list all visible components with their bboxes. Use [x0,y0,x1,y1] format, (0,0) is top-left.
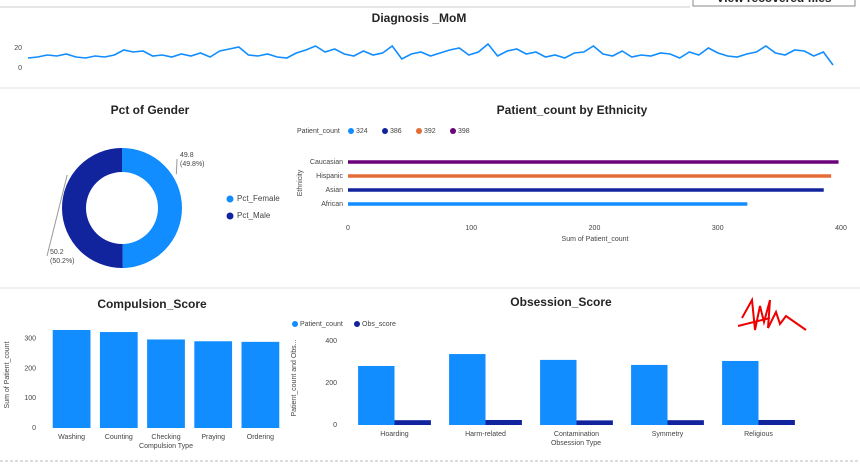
legend-label: Patient_count [300,321,343,328]
bar [348,174,832,178]
x-tick-label: Hoarding [380,431,409,438]
bar [758,419,795,425]
bar [722,360,759,425]
x-axis-title: Compulsion Type [139,443,193,450]
bar [540,359,577,425]
x-tick-label: 300 [712,225,724,232]
x-tick-label: 100 [465,225,477,232]
y-axis-title: Sum of Patient_count [4,341,11,408]
chart-title: Pct of Gender [111,103,190,117]
data-label: (50.2%) [50,258,75,265]
chart-title: Patient_count by Ethnicity [497,103,648,117]
line [27,42,834,66]
legend-label: 392 [424,128,436,135]
x-tick-label: Checking [151,434,180,441]
bar [449,354,486,425]
y-tick-label: Caucasian [310,159,343,166]
legend-label: 386 [390,128,402,135]
bar [348,160,839,164]
x-tick-label: Washing [58,434,85,441]
bar [358,365,395,425]
bar [394,420,431,425]
legend-marker [348,128,354,134]
bar [194,341,233,428]
bar [52,329,91,428]
legend-marker [354,321,360,327]
x-axis-title: Sum of Patient_count [562,236,629,243]
data-label: 49.8 [180,152,194,159]
y-tick-label: African [321,201,343,208]
legend-marker [416,128,422,134]
y-tick-label: Asian [325,187,343,194]
y-tick-label: 0 [32,425,36,432]
chart-title: Compulsion_Score [97,297,207,311]
legend-label: 324 [356,128,368,135]
x-axis-title: Obsession Type [551,440,601,447]
y-axis-title: Patient_count and Obs... [291,339,298,416]
bar [348,188,824,192]
button-frame[interactable] [692,0,856,7]
x-tick-label: Ordering [247,434,274,441]
y-tick-label: 200 [24,365,36,372]
x-tick-label: Contamination [554,431,599,438]
x-tick-label: 400 [835,225,847,232]
bar [348,202,748,206]
legend-title: Patient_count [297,128,340,135]
y-tick-label: 0 [18,65,22,72]
bar [241,341,280,428]
bar [99,332,138,428]
bar [147,339,185,428]
legend-marker [450,128,456,134]
pie-slice [122,148,183,268]
y-tick-label: 100 [24,395,36,402]
y-tick-label: 400 [325,338,337,345]
signature [737,296,807,331]
pie-slice [62,148,123,268]
recover-button[interactable]: View recovered files [692,0,856,7]
legend-label: 398 [458,128,470,135]
leader-line [46,174,68,257]
legend-marker [226,195,234,203]
legend-label: Obs_score [362,321,396,328]
legend-marker [292,321,298,327]
x-tick-label: Harm-related [465,431,506,438]
chart-title: Diagnosis _MoM [372,11,467,25]
x-tick-label: Praying [201,434,225,441]
x-tick-label: 0 [346,225,350,232]
x-tick-label: Symmetry [652,431,684,438]
data-label: (49.8%) [180,161,205,168]
legend-label: Pct_Male [237,211,271,220]
y-axis-title: Ethnicity [297,169,304,196]
legend-label: Pct_Female [237,194,280,203]
y-tick-label: 300 [24,336,36,343]
x-tick-label: 200 [589,225,601,232]
chart-title: Obsession_Score [510,295,612,309]
legend-marker [226,212,234,220]
y-tick-label: 0 [333,422,337,429]
bar [485,419,522,425]
y-tick-label: 200 [325,380,337,387]
button-label[interactable]: View recovered files [716,0,832,5]
data-label: 50.2 [50,249,64,256]
bar [576,420,613,425]
legend-marker [382,128,388,134]
bar [667,420,704,425]
leader-line [175,158,178,175]
x-tick-label: Religious [744,431,773,438]
x-tick-label: Counting [105,434,133,441]
y-tick-label: 20 [14,45,22,52]
bar [631,364,668,425]
y-tick-label: Hispanic [316,173,343,180]
